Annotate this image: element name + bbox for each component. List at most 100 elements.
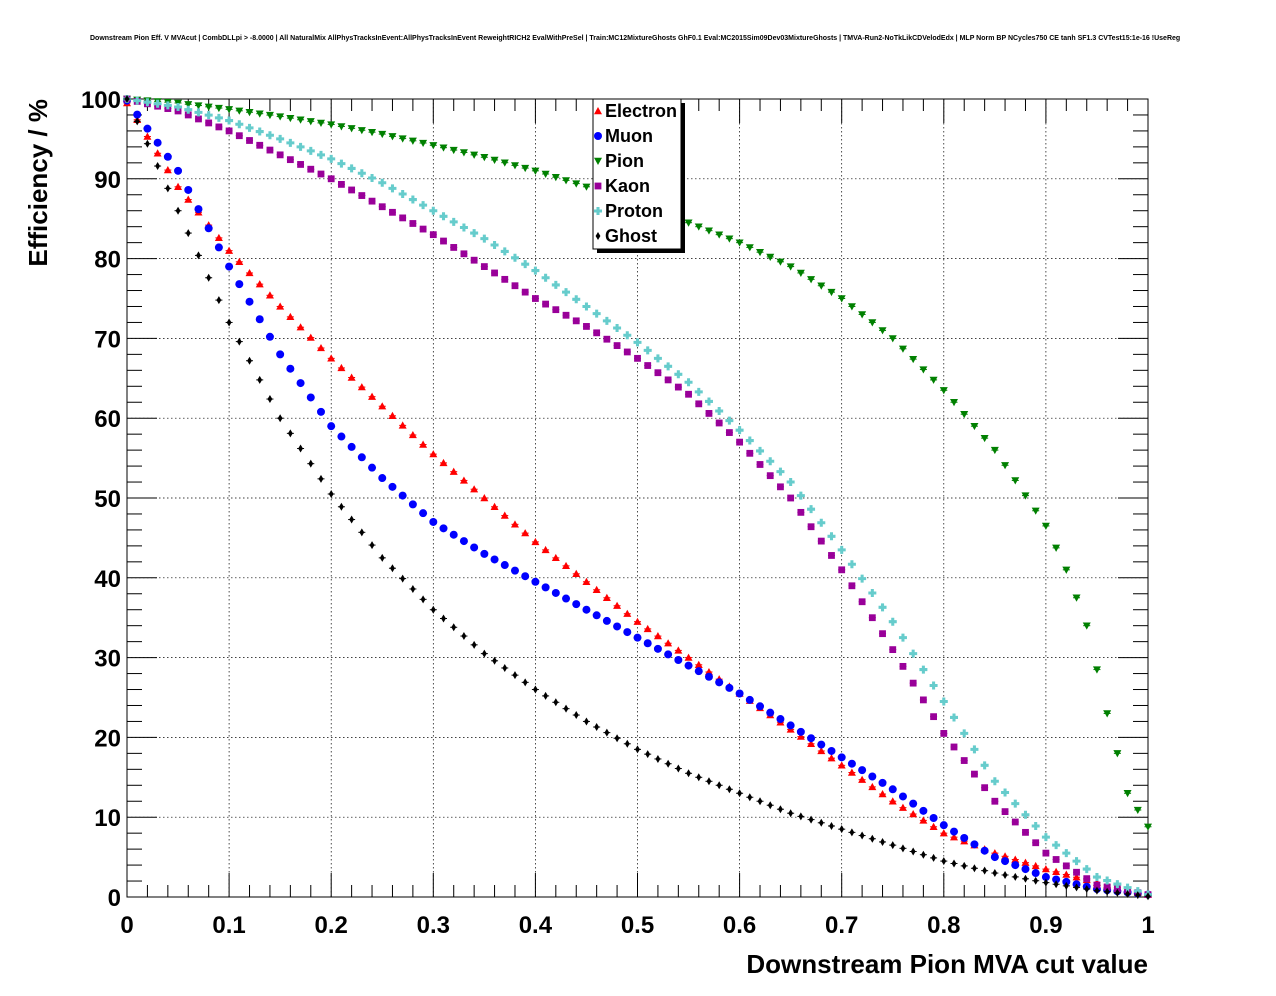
data-point — [510, 520, 519, 528]
data-point — [378, 203, 386, 211]
data-point — [797, 508, 805, 516]
data-point — [551, 588, 560, 597]
data-point — [562, 177, 571, 185]
data-point — [225, 262, 234, 271]
data-point — [441, 614, 446, 623]
data-point — [245, 109, 254, 117]
data-point — [408, 430, 417, 439]
data-point — [992, 869, 998, 878]
data-point — [665, 759, 671, 768]
data-point — [684, 653, 693, 661]
data-point — [788, 809, 794, 818]
data-point — [635, 745, 640, 754]
data-point — [684, 661, 693, 670]
data-point — [471, 640, 477, 649]
data-point — [357, 127, 366, 135]
data-point — [941, 857, 947, 866]
legend-label: Proton — [605, 201, 663, 221]
data-point — [796, 732, 805, 740]
data-point — [971, 770, 978, 778]
data-point — [653, 644, 662, 653]
data-point — [991, 797, 999, 805]
data-point — [490, 241, 499, 250]
data-point — [522, 678, 528, 687]
data-point — [225, 246, 234, 254]
data-point — [235, 257, 244, 265]
data-point — [798, 812, 804, 821]
data-point — [247, 356, 252, 365]
data-point — [389, 208, 396, 216]
data-point — [970, 745, 979, 754]
data-point — [961, 861, 967, 870]
data-point — [1072, 873, 1081, 881]
data-point — [931, 853, 936, 862]
data-point — [674, 370, 683, 379]
data-point — [919, 816, 928, 824]
data-point — [1031, 507, 1040, 515]
data-point — [643, 624, 652, 633]
data-point — [582, 577, 591, 585]
data-point — [715, 231, 724, 239]
data-point — [174, 166, 183, 175]
data-point — [347, 373, 356, 381]
data-point — [1082, 865, 1091, 874]
data-point — [236, 337, 242, 346]
data-point — [756, 702, 765, 711]
data-point — [480, 494, 489, 502]
series-kaon — [123, 95, 1152, 899]
data-point — [368, 197, 376, 205]
data-point — [195, 115, 202, 123]
data-point — [827, 746, 836, 755]
data-point — [684, 219, 693, 227]
data-point — [929, 822, 938, 830]
data-point — [674, 646, 683, 654]
data-point — [531, 577, 540, 586]
data-point — [184, 185, 193, 194]
x-tick-labels: 0 0.1 0.2 0.3 0.4 0.5 0.6 0.7 0.8 0.9 1 — [120, 912, 1154, 939]
data-point — [276, 350, 285, 359]
data-series — [123, 95, 1152, 901]
data-point — [256, 141, 264, 149]
data-point — [368, 392, 377, 400]
data-point — [543, 691, 549, 700]
data-point — [1062, 862, 1070, 870]
data-point — [255, 280, 264, 288]
data-point — [808, 815, 814, 824]
data-point — [858, 598, 866, 606]
data-point — [1113, 880, 1122, 889]
data-point — [185, 229, 191, 238]
data-point — [490, 502, 499, 510]
data-point — [634, 354, 641, 362]
data-point — [287, 429, 293, 438]
data-point — [898, 345, 907, 353]
data-point — [1001, 788, 1010, 797]
data-point — [573, 711, 579, 720]
data-point — [480, 234, 489, 243]
y-tick-label: 100 — [81, 87, 121, 114]
data-point — [982, 866, 988, 875]
y-tick-label: 90 — [94, 167, 121, 194]
y-tick-label: 50 — [94, 486, 121, 513]
data-point — [766, 708, 775, 717]
data-point — [133, 96, 142, 105]
data-point — [1001, 462, 1010, 470]
data-point — [879, 630, 886, 638]
data-point — [459, 537, 468, 546]
data-point — [837, 761, 846, 769]
data-point — [736, 438, 743, 446]
data-point — [725, 235, 734, 243]
data-point — [602, 616, 611, 625]
data-point — [1021, 810, 1030, 819]
data-point — [502, 663, 508, 672]
data-point — [1103, 876, 1112, 885]
data-point — [1133, 806, 1142, 815]
data-point — [430, 605, 436, 614]
data-point — [756, 461, 764, 468]
data-point — [888, 797, 897, 805]
data-point — [818, 818, 824, 827]
data-point — [715, 407, 724, 416]
data-point — [133, 110, 142, 119]
data-point — [440, 237, 447, 245]
data-point — [419, 440, 428, 448]
data-point — [357, 453, 366, 462]
